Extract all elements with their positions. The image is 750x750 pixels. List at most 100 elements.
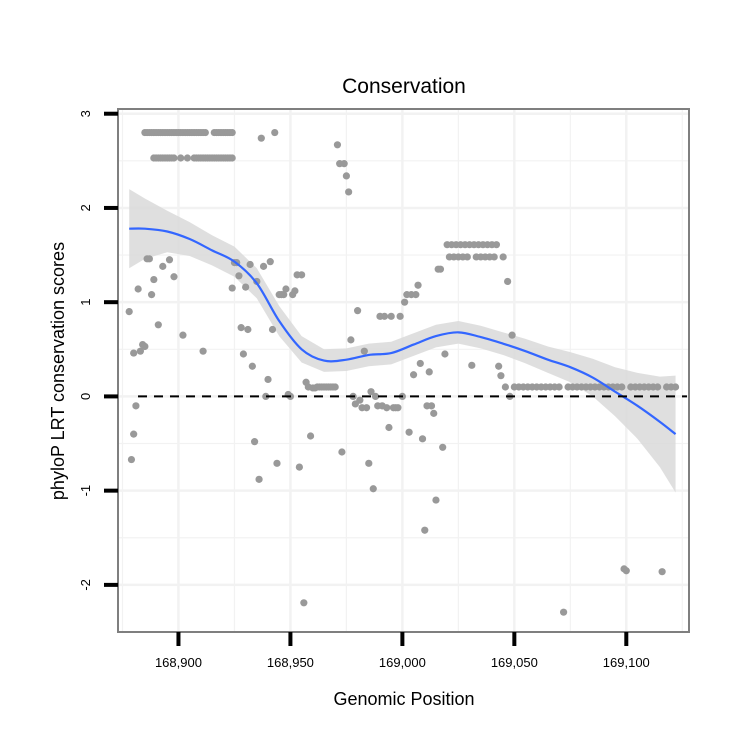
data-point xyxy=(409,371,418,379)
data-point xyxy=(414,281,422,289)
data-point xyxy=(439,443,447,451)
data-point xyxy=(401,298,409,306)
data-point xyxy=(416,359,424,368)
data-point xyxy=(405,428,413,436)
data-point xyxy=(250,438,259,446)
data-point xyxy=(259,262,268,270)
data-point xyxy=(159,262,167,270)
data-point xyxy=(141,342,149,351)
data-point xyxy=(199,347,207,355)
data-point xyxy=(257,134,265,142)
data-point xyxy=(371,392,380,401)
data-point xyxy=(380,312,389,320)
data-point xyxy=(242,283,250,291)
data-point xyxy=(130,349,138,357)
data-point xyxy=(369,485,377,493)
data-point xyxy=(282,285,290,293)
data-point xyxy=(362,404,371,412)
data-point xyxy=(555,383,563,391)
data-point xyxy=(183,154,192,162)
y-tick-label: -1 xyxy=(78,485,93,497)
data-point xyxy=(492,241,501,249)
data-point xyxy=(125,308,133,316)
y-tick-label: -2 xyxy=(78,579,93,591)
data-point xyxy=(264,375,272,384)
data-point xyxy=(394,404,402,412)
data-point xyxy=(360,347,368,355)
y-tick-label: 1 xyxy=(78,299,93,306)
data-point xyxy=(177,154,185,162)
data-point xyxy=(622,567,630,575)
x-tick-label: 168,950 xyxy=(267,655,314,670)
scatter-points xyxy=(125,128,680,616)
data-point xyxy=(340,160,348,168)
data-point xyxy=(273,459,281,467)
data-point xyxy=(280,291,288,299)
data-point xyxy=(385,423,393,432)
data-point xyxy=(228,128,236,137)
data-point xyxy=(387,312,395,320)
data-point xyxy=(266,258,274,266)
data-point xyxy=(154,321,162,329)
data-point xyxy=(425,368,433,376)
data-point xyxy=(418,435,427,443)
data-point xyxy=(501,383,509,391)
data-point xyxy=(356,396,364,404)
smooth-line xyxy=(129,227,677,435)
x-tick-label: 169,100 xyxy=(603,655,650,670)
data-point xyxy=(246,260,254,269)
data-point xyxy=(127,455,136,464)
data-point xyxy=(508,331,516,339)
x-tick-label: 168,900 xyxy=(155,655,202,670)
data-point xyxy=(365,459,373,467)
data-point xyxy=(179,331,187,339)
data-point xyxy=(170,273,178,281)
x-axis: 168,900 168,950 169,000 169,050 169,100 xyxy=(155,632,650,670)
data-point xyxy=(165,256,174,264)
data-point xyxy=(331,383,339,391)
data-point xyxy=(430,409,438,417)
data-point xyxy=(618,383,626,391)
data-point xyxy=(367,388,375,396)
data-point xyxy=(463,253,471,261)
y-tick-label: 3 xyxy=(78,110,93,117)
data-point xyxy=(262,392,270,401)
data-point xyxy=(347,336,355,344)
data-point xyxy=(333,141,342,149)
data-point xyxy=(499,253,507,261)
data-point xyxy=(671,383,680,391)
data-point xyxy=(441,350,449,358)
data-point xyxy=(134,285,142,293)
data-point xyxy=(248,362,256,370)
data-point xyxy=(342,172,350,180)
smooth-line-layer xyxy=(129,227,677,435)
y-axis: -2 -1 0 1 2 3 xyxy=(78,110,118,591)
data-point xyxy=(412,291,420,299)
data-point xyxy=(147,291,156,299)
data-point xyxy=(432,496,440,504)
data-point xyxy=(396,312,404,320)
data-point xyxy=(150,275,158,284)
confidence-band-layer xyxy=(129,189,676,493)
data-point xyxy=(235,272,243,280)
data-point xyxy=(136,347,144,355)
data-point xyxy=(255,475,263,483)
data-point xyxy=(300,599,308,607)
data-point xyxy=(244,325,252,334)
data-point xyxy=(295,463,303,471)
data-point xyxy=(271,128,279,137)
data-point xyxy=(427,402,436,410)
data-point xyxy=(298,271,306,279)
data-point xyxy=(306,432,315,440)
data-point xyxy=(338,448,346,456)
data-point xyxy=(237,324,245,332)
data-point xyxy=(497,372,505,380)
y-axis-label: phyloP LRT conservation scores xyxy=(48,242,68,500)
x-axis-label: Genomic Position xyxy=(333,689,474,709)
x-tick-label: 169,000 xyxy=(379,655,426,670)
data-point xyxy=(354,307,362,315)
data-point xyxy=(145,255,153,263)
data-point xyxy=(654,383,662,391)
data-point xyxy=(490,253,498,261)
